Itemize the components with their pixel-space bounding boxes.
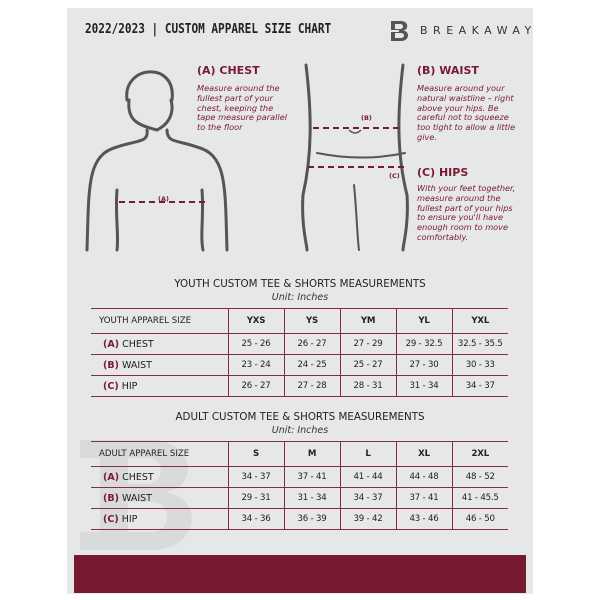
table-row: (A) CHEST 25 - 26 26 - 27 27 - 29 29 - 32.5 3…: [91, 333, 508, 355]
table-row: (C) HIP 34 - 36 36 - 39 39 - 42 43 - 46 46 - …: [91, 508, 508, 530]
size-column-header: YS: [283, 308, 340, 334]
measurement-label: (C) HIP: [91, 375, 228, 397]
page-title: 2022/2023 | CUSTOM APPAREL SIZE CHART: [85, 22, 332, 37]
youth-table-title: YOUTH CUSTOM TEE & SHORTS MEASUREMENTS: [174, 278, 426, 290]
waist-marker: (B): [361, 114, 372, 122]
table-cell: 34 - 37: [227, 466, 284, 488]
measurement-letter: (B): [103, 359, 119, 371]
table-cell: 26 - 27: [227, 375, 284, 397]
hips-marker: (C): [389, 172, 400, 180]
footer-band: [74, 555, 526, 593]
hips-description: With your feet together, measure around …: [417, 183, 516, 242]
measurement-letter: (C): [103, 380, 119, 392]
measurement-name: WAIST: [121, 492, 152, 504]
size-column-header: XL: [395, 441, 452, 467]
brand-name: BREAKAWAY: [420, 24, 537, 37]
table-cell: 25 - 26: [227, 333, 284, 355]
table-cell: 37 - 41: [395, 487, 452, 509]
size-column-header: M: [283, 441, 340, 467]
header-row: ADULT APPAREL SIZE S M L XL 2XL: [91, 441, 508, 467]
table-cell: 29 - 32.5: [395, 333, 452, 355]
adult-unit: Unit: Inches: [271, 425, 329, 436]
table-row: (C) HIP 26 - 27 27 - 28 28 - 31 31 - 34 34 - …: [91, 375, 508, 397]
size-column-header: YM: [339, 308, 396, 334]
chest-heading: (A) CHEST: [197, 64, 260, 77]
breakaway-logo-icon: [385, 21, 409, 41]
table-cell: 34 - 36: [227, 508, 284, 530]
measurement-label: (C) HIP: [91, 508, 228, 530]
table-cell: 34 - 37: [339, 487, 396, 509]
table-cell: 46 - 50: [451, 508, 508, 530]
table-cell: 25 - 27: [339, 354, 396, 376]
table-cell: 27 - 29: [339, 333, 396, 355]
size-column-header: 2XL: [451, 441, 508, 467]
table-cell: 44 - 48: [395, 466, 452, 488]
size-column-header: L: [339, 441, 396, 467]
measurement-label: (A) CHEST: [91, 333, 228, 355]
table-row: (A) CHEST 34 - 37 37 - 41 41 - 44 44 - 48 48 …: [91, 466, 508, 488]
table-cell: 48 - 52: [451, 466, 508, 488]
measurement-letter: (A): [103, 471, 120, 483]
table-cell: 23 - 24: [227, 354, 284, 376]
hips-heading: (C) HIPS: [417, 166, 469, 179]
adult-size-table: ADULT APPAREL SIZE S M L XL 2XL (A) CHEST 34 - …: [91, 441, 508, 530]
table-cell: 39 - 42: [339, 508, 396, 530]
table-row: (B) WAIST 29 - 31 31 - 34 34 - 37 37 - 41 41 …: [91, 487, 508, 509]
waist-heading: (B) WAIST: [417, 64, 479, 77]
measurement-name: CHEST: [122, 471, 154, 483]
waist-description: Measure around your natural waistline – …: [417, 83, 516, 142]
header-row: YOUTH APPAREL SIZE YXS YS YM YL YXL: [91, 308, 508, 334]
measurement-name: WAIST: [121, 359, 152, 371]
table-cell: 24 - 25: [283, 354, 340, 376]
measurement-label: (B) WAIST: [91, 487, 228, 509]
measurement-letter: (C): [103, 513, 119, 525]
table-cell: 31 - 34: [283, 487, 340, 509]
size-column-header: YXS: [227, 308, 284, 334]
body-illustration: [85, 63, 409, 252]
table-cell: 28 - 31: [339, 375, 396, 397]
table-cell: 41 - 44: [339, 466, 396, 488]
table-cell: 41 - 45.5: [451, 487, 508, 509]
size-header: ADULT APPAREL SIZE: [91, 441, 228, 467]
table-cell: 37 - 41: [283, 466, 340, 488]
table-cell: 30 - 33: [451, 354, 508, 376]
table-cell: 36 - 39: [283, 508, 340, 530]
table-cell: 26 - 27: [283, 333, 340, 355]
chest-description: Measure around the fullest part of your …: [197, 83, 288, 133]
table-cell: 43 - 46: [395, 508, 452, 530]
measurement-label: (B) WAIST: [91, 354, 228, 376]
table-cell: 27 - 28: [283, 375, 340, 397]
size-column-header: S: [227, 441, 284, 467]
table-cell: 32.5 - 35.5: [451, 333, 508, 355]
chest-marker: (A): [158, 195, 169, 203]
size-column-header: YL: [395, 308, 452, 334]
adult-table-title: ADULT CUSTOM TEE & SHORTS MEASUREMENTS: [175, 411, 425, 423]
measurement-letter: (A): [103, 338, 120, 350]
youth-size-table: YOUTH APPAREL SIZE YXS YS YM YL YXL (A) CHEST 2…: [91, 308, 508, 397]
table-cell: 34 - 37: [451, 375, 508, 397]
measurement-letter: (B): [103, 492, 119, 504]
youth-unit: Unit: Inches: [271, 292, 329, 303]
table-cell: 31 - 34: [395, 375, 452, 397]
table-cell: 27 - 30: [395, 354, 452, 376]
measurement-name: CHEST: [122, 338, 154, 350]
measurement-label: (A) CHEST: [91, 466, 228, 488]
table-row: (B) WAIST 23 - 24 24 - 25 25 - 27 27 - 30 30 …: [91, 354, 508, 376]
table-cell: 29 - 31: [227, 487, 284, 509]
measurement-name: HIP: [121, 513, 138, 525]
size-header: YOUTH APPAREL SIZE: [91, 308, 228, 334]
size-column-header: YXL: [451, 308, 508, 334]
measurement-name: HIP: [121, 380, 138, 392]
